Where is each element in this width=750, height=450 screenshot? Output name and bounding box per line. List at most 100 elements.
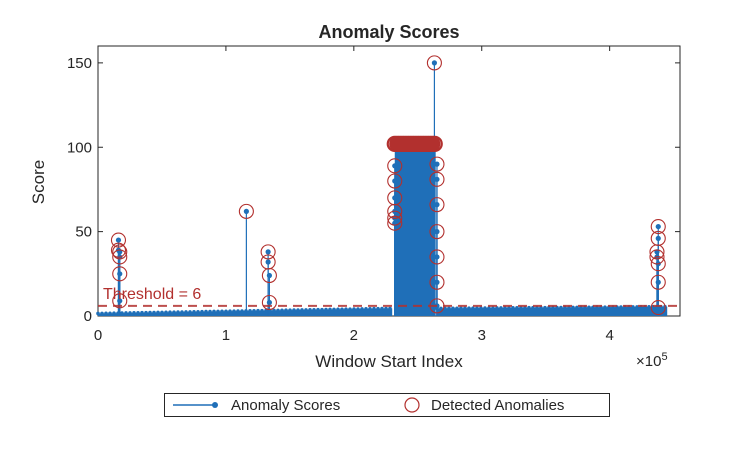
score-marker [324,307,328,312]
score-marker [587,305,591,310]
score-marker [156,310,160,315]
score-marker [240,309,244,313]
score-marker [192,310,196,314]
score-marker [336,307,340,312]
x-axis-exponent: ×105 [636,351,668,370]
score-marker [292,308,296,312]
anomaly-marker [649,249,665,265]
score-marker [543,305,547,310]
score-marker [312,307,316,312]
score-marker [288,308,292,312]
score-marker [434,176,440,182]
score-marker [132,311,136,315]
plot-area: 0 1 2 3 4 0 50 100 150 Threshold = 6 [67,45,681,344]
score-marker [308,308,312,312]
x-tick-label: 2 [350,327,358,344]
x-axis-label: Window Start Index [315,352,463,371]
score-marker [124,311,128,315]
anomaly-marker [429,298,445,314]
score-marker [647,305,651,309]
score-marker [140,310,144,315]
anomaly-marker [112,244,128,260]
x-tick-label: 4 [605,327,613,344]
score-marker [117,271,123,277]
score-marker [459,306,463,311]
score-marker [112,311,116,315]
score-marker [328,307,332,312]
score-marker [284,308,288,313]
legend-label-anomaly-scores: Anomaly Scores [231,396,341,414]
score-marker [212,309,216,314]
score-marker [108,311,112,316]
x-axis-exponent-power: 5 [661,351,667,363]
score-marker [172,310,176,314]
score-marker [376,306,380,311]
score-marker [360,307,364,311]
score-marker [368,306,372,311]
score-dense-block [394,150,436,316]
anomaly-marker [261,294,277,311]
x-tick-label: 0 [94,327,102,344]
score-marker [260,308,264,313]
anomaly-marker [387,173,403,189]
score-marker [527,305,531,310]
score-marker [434,202,440,208]
anomaly-marker [429,249,445,265]
score-marker [100,311,104,316]
score-marker [216,309,220,314]
score-marker [475,306,479,310]
y-tick-label: 0 [84,308,92,325]
score-marker [96,311,100,316]
score-marker [320,307,324,312]
score-marker [491,306,495,310]
score-marker [248,309,252,313]
score-marker [447,306,451,311]
anomaly-marker [110,232,127,248]
open-circle-icon [404,397,420,413]
score-marker [280,308,284,313]
score-marker [503,306,507,310]
score-marker [265,259,271,265]
stem-marker-icon [173,402,218,408]
score-marker [451,306,455,311]
score-marker [272,308,276,313]
score-marker [471,306,475,310]
y-tick-label: 50 [75,224,92,241]
anomaly-marker [429,197,445,213]
score-marker [479,306,483,310]
anomaly-marker [112,266,128,282]
score-marker [603,305,607,309]
score-marker [220,309,224,314]
score-marker [434,279,440,285]
score-marker [519,305,523,310]
score-marker [120,311,124,315]
score-marker [264,308,268,313]
score-marker [164,310,168,315]
anomaly-marker [387,203,403,219]
score-marker [128,311,132,315]
score-marker [243,208,249,214]
score-marker [364,307,368,311]
anomaly-marker [387,210,403,226]
score-marker [265,249,271,255]
score-marker [507,306,511,310]
y-tick-label: 150 [67,55,92,72]
score-marker [148,310,152,315]
score-marker [388,306,392,311]
y-axis-label: Score [29,160,48,204]
score-marker [340,307,344,312]
axes-frame [97,45,681,317]
score-marker [176,310,180,314]
score-marker [380,306,384,311]
score-marker [384,306,388,311]
score-marker [184,310,188,314]
legend: Anomaly Scores Detected Anomalies [164,393,610,417]
anomaly-marker [238,203,254,219]
score-marker [455,306,459,311]
y-tick-label: 100 [67,139,92,156]
score-marker [575,305,579,310]
score-marker [152,310,156,315]
score-marker [344,307,348,312]
anomaly-marker [112,249,128,265]
